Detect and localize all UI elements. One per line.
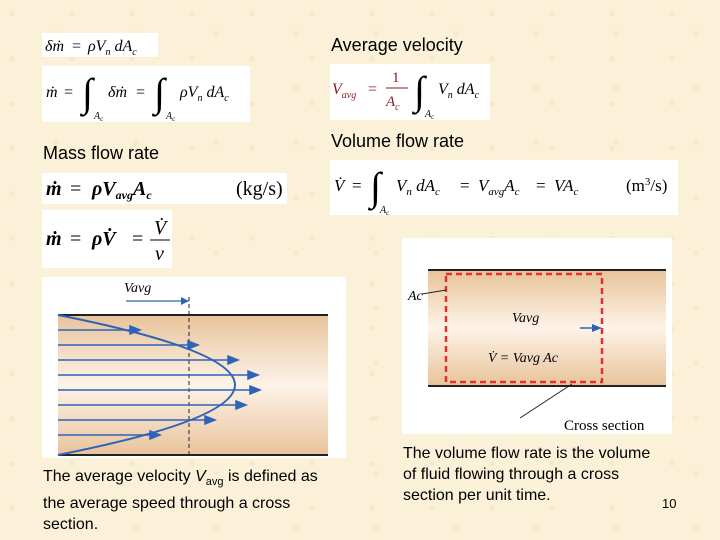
svg-text:Vavg: Vavg [332, 81, 356, 101]
svg-text:(kg/s): (kg/s) [236, 178, 283, 200]
svg-text:=: = [136, 84, 145, 101]
svg-text:δṁ: δṁ [45, 38, 64, 55]
svg-text:=: = [72, 38, 81, 55]
svg-text:(m3/s): (m3/s) [626, 176, 667, 195]
equation-average-velocity: Vavg = 1 Ac ∫ Ac Vn dAc [330, 64, 490, 120]
svg-text:Vn dAc: Vn dAc [396, 176, 440, 198]
svg-text:Vn dAc: Vn dAc [438, 81, 480, 101]
slide-number: 10 [662, 496, 677, 511]
svg-text:Ac: Ac [165, 111, 176, 122]
equation-mass-flow-integral: ṁ = ∫ Ac δṁ = ∫ Ac ρVn dAc [42, 66, 250, 122]
volume-flow-description: The volume flow rate is the volume of fl… [403, 445, 651, 504]
svg-text:∫: ∫ [79, 70, 96, 117]
equation-mass-flow-differential: δṁ = ρVn dAc [42, 33, 158, 57]
svg-text:δṁ: δṁ [108, 84, 127, 101]
average-velocity-description: The average velocity Vavg is defined as … [43, 466, 338, 535]
volume-flow-rate-label: Volume flow rate [331, 131, 465, 151]
svg-text:=: = [70, 228, 81, 250]
svg-text:VavgAc: VavgAc [478, 176, 520, 198]
svg-text:1: 1 [392, 70, 400, 86]
velocity-profile-figure: Vavg [42, 277, 346, 458]
desc-sub: avg [205, 476, 224, 489]
desc-text-start: The average velocity [43, 468, 196, 485]
svg-text:ṁ: ṁ [46, 178, 62, 200]
svg-text:ṁ: ṁ [46, 84, 58, 101]
svg-text:ρVn dAc: ρVn dAc [87, 38, 137, 57]
svg-text:Ac: Ac [379, 205, 390, 215]
svg-text:=: = [368, 81, 377, 98]
average-velocity-label: Average velocity [331, 35, 463, 55]
mass-flow-rate-label: Mass flow rate [43, 143, 160, 163]
desc-var: V [195, 468, 206, 485]
desc-text-end: is defined as the average speed through … [43, 468, 318, 534]
svg-text:Ac: Ac [93, 111, 104, 122]
svg-text:∫: ∫ [151, 70, 168, 117]
svg-text:VAc: VAc [554, 176, 579, 198]
equation-mass-flow-specific-volume: ṁ = ρV̇ = V̇ v [42, 210, 172, 268]
svg-text:V̇: V̇ [154, 216, 169, 239]
equation-mass-flow-average: ṁ = ρVavgAc (kg/s) [42, 173, 287, 204]
vavg-label: Vavg [512, 311, 539, 326]
svg-text:V̇: V̇ [334, 176, 347, 195]
cross-section-figure: Ac Vavg V̇ = Vavg Ac Cross section [402, 238, 672, 434]
svg-text:v: v [155, 243, 164, 265]
svg-text:Ac: Ac [385, 94, 400, 113]
svg-text:∫: ∫ [411, 68, 428, 115]
svg-text:=: = [536, 176, 546, 195]
svg-text:=: = [70, 178, 81, 200]
equation-volume-flow-rate: V̇ = ∫ Ac Vn dAc = VavgAc = VAc (m3/s) [330, 160, 678, 215]
cross-section-caption: Cross section [564, 418, 645, 434]
volume-flow-equation-label: V̇ = Vavg Ac [488, 350, 559, 366]
svg-text:ρVn dAc: ρVn dAc [179, 84, 229, 104]
svg-text:ρVavgAc: ρVavgAc [91, 178, 152, 202]
svg-text:ṁ: ṁ [46, 228, 62, 250]
velocity-arrows [58, 324, 263, 441]
svg-text:Ac: Ac [424, 109, 435, 120]
vavg-top-label: Vavg [124, 281, 151, 296]
svg-text:=: = [352, 176, 362, 195]
svg-text:=: = [64, 84, 73, 101]
svg-text:ρV̇: ρV̇ [91, 226, 117, 250]
svg-text:=: = [132, 228, 143, 250]
svg-text:∫: ∫ [367, 164, 384, 211]
ac-label: Ac [407, 289, 424, 304]
svg-text:=: = [460, 176, 470, 195]
